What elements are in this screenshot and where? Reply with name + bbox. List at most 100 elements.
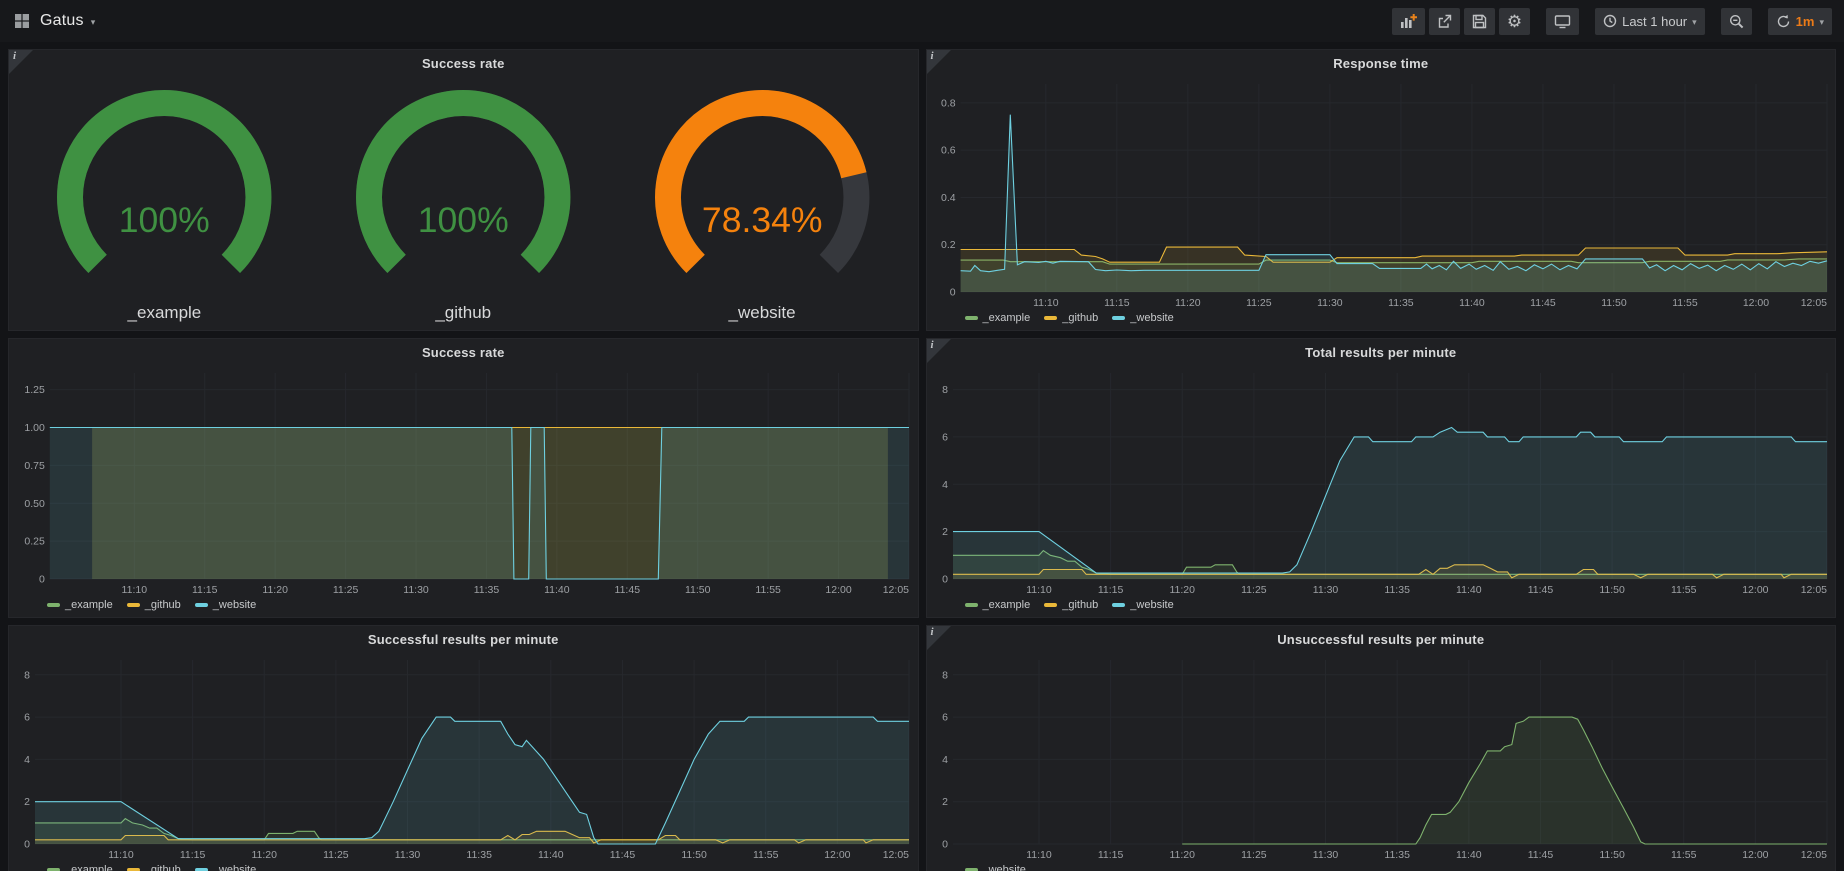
x-tick-label: 11:20: [1169, 584, 1195, 596]
grid-icon[interactable]: [14, 13, 30, 29]
x-tick-label: 11:55: [753, 849, 779, 861]
x-tick-label: 11:40: [1456, 584, 1482, 596]
settings-button[interactable]: ⚙: [1498, 7, 1531, 35]
y-tick-label: 0: [942, 839, 948, 851]
legend-label: _github: [144, 599, 181, 611]
legend-item-website[interactable]: _website: [194, 864, 256, 871]
gauge-arc: 100%: [57, 90, 272, 274]
x-tick-label: 11:40: [1459, 297, 1485, 309]
legend-swatch: [1044, 316, 1058, 320]
zoom-out-button[interactable]: [1720, 7, 1752, 35]
x-tick-label: 12:05: [1800, 849, 1826, 861]
panel-unsuccessful-results: Unsuccessful results per minute 11:10 11:…: [925, 625, 1836, 871]
x-tick-label: 11:10: [108, 849, 134, 861]
panel-title[interactable]: Total results per minute: [1305, 344, 1457, 360]
x-tick-label: 11:45: [1530, 297, 1556, 309]
gauge-arc: 78.34%: [654, 90, 870, 274]
save-button[interactable]: [1463, 7, 1495, 35]
legend-item-website[interactable]: _website: [964, 864, 1026, 871]
x-tick-label: 11:55: [1670, 849, 1696, 861]
chart-canvas[interactable]: 11:10 11:15 11:20 11:25 11:30 11:35 11:40 11:45…: [927, 652, 1836, 862]
chart-canvas[interactable]: 11:10 11:15 11:20 11:25 11:30 11:35 11:40 11:45…: [927, 76, 1836, 310]
legend: _example _github _website: [927, 597, 1836, 617]
x-tick-label: 11:30: [403, 584, 429, 596]
x-tick-label: 12:00: [825, 584, 851, 596]
chart-canvas[interactable]: 11:10 11:15 11:20 11:25 11:30 11:35 11:40 11:45…: [9, 365, 918, 597]
panel-info-icon[interactable]: i: [926, 339, 951, 363]
x-tick-label: 11:30: [1317, 297, 1343, 309]
legend-swatch: [126, 868, 140, 871]
chevron-down-icon: ▾: [1692, 16, 1697, 27]
y-tick-label: 2: [24, 796, 30, 808]
legend-item-github[interactable]: _github: [126, 864, 181, 871]
gauge-example: 100% _example: [15, 78, 314, 330]
panel-title[interactable]: Response time: [1333, 55, 1429, 71]
refresh-picker[interactable]: 1m ▾: [1767, 7, 1832, 35]
y-tick-label: 4: [942, 754, 948, 766]
legend-item-example[interactable]: _example: [964, 599, 1030, 611]
navbar: Gatus ▾: [0, 0, 1844, 42]
x-tick-label: 11:35: [1384, 849, 1410, 861]
legend-item-example[interactable]: _example: [47, 864, 113, 871]
legend-item-website[interactable]: _website: [1112, 312, 1174, 324]
x-tick-label: 11:20: [262, 584, 288, 596]
gear-icon: ⚙: [1506, 11, 1523, 31]
legend-item-github[interactable]: _github: [1044, 599, 1098, 611]
x-tick-label: 11:40: [544, 584, 570, 596]
x-tick-label: 11:20: [1169, 849, 1195, 861]
refresh-icon: [1776, 14, 1791, 29]
chevron-down-icon: ▾: [1819, 16, 1824, 27]
legend-item-github[interactable]: _github: [126, 599, 181, 611]
x-tick-label: 12:05: [883, 584, 909, 596]
panel-title[interactable]: Success rate: [421, 344, 505, 360]
x-tick-label: 11:15: [1097, 849, 1123, 861]
legend: _example _github _website: [927, 310, 1836, 330]
x-tick-label: 12:05: [1800, 584, 1826, 596]
legend-item-example[interactable]: _example: [47, 599, 113, 611]
x-tick-label: 11:10: [122, 584, 148, 596]
x-tick-label: 11:55: [1670, 584, 1696, 596]
panel-title[interactable]: Successful results per minute: [367, 631, 559, 647]
gauge-series-label: _example: [127, 303, 202, 323]
dashboard-title-dropdown[interactable]: Gatus ▾: [40, 12, 95, 30]
x-tick-label: 12:00: [1742, 584, 1768, 596]
y-tick-label: 0: [39, 574, 45, 586]
x-tick-label: 12:05: [883, 849, 909, 861]
gauge-series-label: _website: [728, 303, 796, 323]
legend-label: _example: [65, 864, 113, 871]
x-tick-label: 11:10: [1033, 297, 1059, 309]
legend-item-example[interactable]: _example: [964, 312, 1030, 324]
x-tick-label: 11:45: [1527, 584, 1553, 596]
legend-label: _website: [1130, 599, 1174, 611]
x-tick-label: 11:10: [1026, 849, 1052, 861]
chart-canvas[interactable]: 11:10 11:15 11:20 11:25 11:30 11:35 11:40 11:45…: [9, 652, 918, 862]
panel-title[interactable]: Unsuccessful results per minute: [1277, 631, 1485, 647]
legend-item-website[interactable]: _website: [194, 599, 256, 611]
legend-swatch: [126, 603, 140, 607]
y-tick-label: 0.4: [940, 192, 955, 204]
legend-label: _github: [1062, 599, 1099, 611]
tv-mode-button[interactable]: [1546, 7, 1580, 35]
add-panel-button[interactable]: [1391, 7, 1425, 35]
panel-info-icon[interactable]: i: [9, 50, 33, 74]
y-tick-label: 0.2: [940, 239, 955, 251]
gauge-value: 100%: [418, 200, 509, 240]
y-tick-label: 8: [942, 669, 948, 681]
legend-item-github[interactable]: _github: [1044, 312, 1098, 324]
panel-title[interactable]: Success rate: [421, 55, 505, 71]
share-button[interactable]: [1428, 7, 1460, 35]
panel-info-icon[interactable]: i: [926, 50, 951, 74]
chart-canvas[interactable]: 11:10 11:15 11:20 11:25 11:30 11:35 11:40 11:45…: [927, 365, 1836, 597]
legend-swatch: [194, 603, 208, 607]
x-tick-label: 11:10: [1026, 584, 1052, 596]
panel-response-time: Response time 11:10 11:15 11:20 11:25 11:30 1…: [925, 49, 1836, 331]
tv-icon: [1554, 14, 1571, 29]
panel-info-icon[interactable]: i: [926, 626, 951, 650]
y-tick-label: 1.25: [24, 384, 45, 396]
y-tick-label: 1.00: [24, 422, 45, 434]
x-tick-label: 11:50: [1601, 297, 1627, 309]
x-tick-label: 11:30: [1312, 849, 1338, 861]
x-tick-label: 11:50: [1599, 849, 1625, 861]
time-range-picker[interactable]: Last 1 hour ▾: [1595, 7, 1705, 35]
legend-item-website[interactable]: _website: [1112, 599, 1174, 611]
